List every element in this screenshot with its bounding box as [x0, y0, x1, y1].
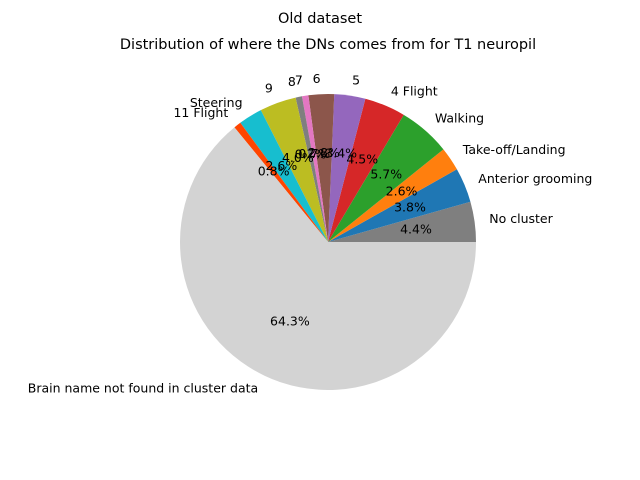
- pie-slice-steering: [240, 110, 328, 242]
- chart-suptitle: Old dataset: [278, 11, 362, 27]
- pie-labels: No cluster 4.4% Anterior grooming 3.8% Take-…: [28, 71, 593, 396]
- slice-pct-5: 3.4%: [325, 146, 357, 161]
- slice-label-6: 6: [313, 71, 321, 86]
- slice-label-steering: Steering: [190, 95, 243, 110]
- pie-slices: [179, 94, 476, 390]
- pie-slice-take-off-landing: [328, 149, 457, 242]
- pie-slice-brain-name-not-found-in-cluster-data: [179, 127, 476, 390]
- slice-label-walking: Walking: [435, 111, 484, 126]
- slice-label-7: 7: [295, 73, 303, 88]
- slice-pct-11-flight: 0.8%: [258, 163, 290, 178]
- slice-pct-no-cluster: 4.4%: [400, 221, 432, 236]
- slice-label-4-flight: 4 Flight: [391, 83, 438, 98]
- slice-label-5: 5: [352, 72, 360, 87]
- pie-slice-anterior-grooming: [328, 169, 471, 242]
- slice-pct-7: 0.7%: [298, 146, 330, 161]
- pie-slice-5: [328, 94, 366, 242]
- slice-pct-anterior-grooming: 3.8%: [394, 199, 426, 214]
- pie-slice-8: [295, 96, 328, 242]
- slice-pct-9: 4.0%: [282, 150, 314, 165]
- slice-label-8: 8: [288, 74, 296, 89]
- slice-label-brain-name-not-found-in-cluster-data: Brain name not found in cluster data: [28, 381, 258, 396]
- slice-label-anterior-grooming: Anterior grooming: [478, 171, 592, 186]
- pie-slice-walking: [328, 114, 444, 242]
- slice-pct-brain-name-not-found-in-cluster-data: 64.3%: [270, 314, 310, 329]
- pie-slice-9: [260, 97, 328, 242]
- slice-label-take-off-landing: Take-off/Landing: [462, 142, 566, 157]
- slice-label-9: 9: [265, 80, 273, 95]
- slice-pct-steering: 2.6%: [265, 158, 297, 173]
- slice-pct-6: 2.8%: [308, 145, 340, 160]
- pie-slice-7: [301, 95, 328, 242]
- slice-label-11-flight: 11 Flight: [173, 105, 228, 120]
- chart-title: Distribution of where the DNs comes from…: [120, 37, 536, 53]
- slice-pct-4-flight: 4.5%: [346, 152, 378, 167]
- pie-slice-4-flight: [328, 98, 404, 242]
- slice-label-no-cluster: No cluster: [489, 211, 553, 226]
- slice-pct-take-off-landing: 2.6%: [386, 184, 418, 199]
- pie-slice-11-flight: [234, 122, 328, 242]
- slice-pct-8: 0.7%: [295, 146, 327, 161]
- pie-slice-no-cluster: [328, 201, 476, 242]
- pie-slice-6: [308, 94, 335, 242]
- slice-pct-walking: 5.7%: [370, 166, 402, 181]
